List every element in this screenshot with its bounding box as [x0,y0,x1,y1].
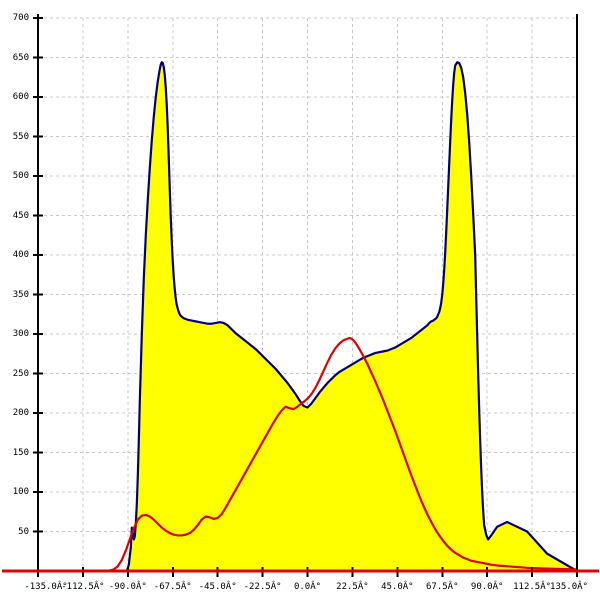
series-fill-area [38,62,577,572]
series-red-curve-line [36,336,579,573]
x-axis-tick-label: -90.0Â° [108,582,147,592]
y-axis-tick-label: 450 [12,210,29,221]
x-axis-tick-label: 67.5Â° [425,582,459,592]
y-axis-tick-label: 300 [12,329,29,339]
y-axis-tick-label: 550 [12,131,29,142]
y-axis-tick-label: 700 [12,13,29,23]
y-axis-tick-label: 250 [12,368,29,379]
x-axis-tick-label: 45.0Â° [381,582,414,592]
x-axis-tick-label: 112.5Â° [513,582,552,592]
y-axis-tick-label: 600 [12,92,29,102]
y-axis-tick-label: 400 [12,250,29,260]
y-axis-tick-label: 50 [18,526,29,537]
y-axis-tick-label: 200 [12,408,29,418]
y-axis-tick-label: 150 [12,447,29,458]
x-axis-tick-label: 135.0Â° [550,582,588,592]
x-axis-tick-label: 22.5Â° [336,582,369,592]
x-axis-tick-label: -22.5Â° [243,582,282,592]
grid-lines [38,17,577,571]
y-axis-tick-label: 100 [12,487,29,497]
y-axis-tick-label: 500 [12,171,29,181]
x-axis-tick-label: -45.0Â° [198,582,237,592]
x-axis-tick-label: -67.5Â° [153,582,192,592]
y-axis-tick-label: 350 [12,289,29,300]
series-blue-envelope-line [36,61,579,573]
x-axis-tick-label: 0.0Â° [293,582,322,592]
x-axis-tick-label: 90.0Â° [470,582,504,592]
y-axis-tick-label: 650 [12,52,29,63]
x-axis-tick-label: -112.5Â° [61,582,105,592]
x-axis-tick-label: -135.0Â° [24,582,68,592]
